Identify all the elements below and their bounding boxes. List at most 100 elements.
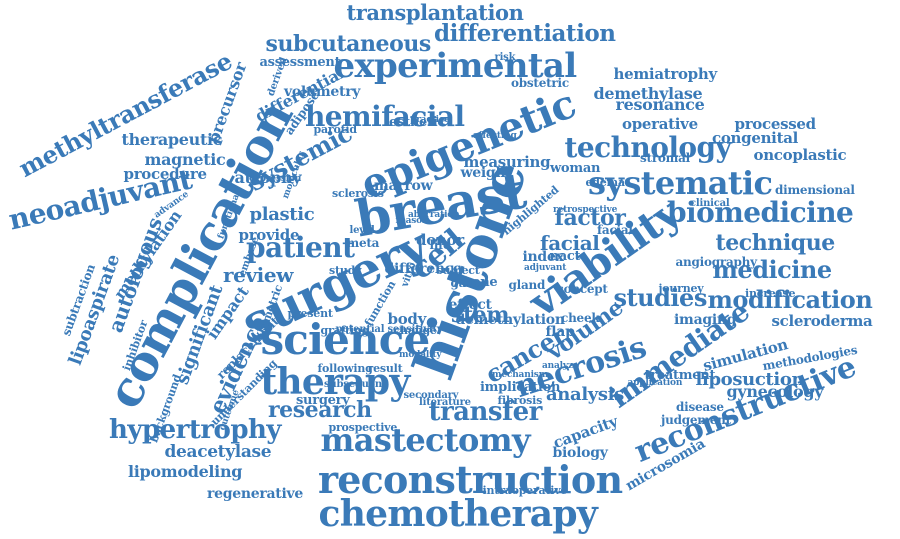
word: subcutaneous (265, 31, 432, 57)
word: systematic (588, 164, 773, 202)
word: lipomodeling (128, 462, 243, 481)
word: transplantation (346, 0, 524, 25)
word: subject (436, 263, 480, 277)
word: procedure (123, 164, 208, 183)
word: concept (556, 282, 608, 296)
word: change (393, 323, 437, 337)
word: dimensional (775, 183, 855, 197)
word: mechanism (492, 369, 549, 380)
word: stromal (640, 151, 690, 165)
word: difference (384, 261, 462, 277)
word: hypertrophy (109, 415, 281, 445)
word: sensitivity (387, 324, 443, 335)
word: factor (554, 205, 626, 231)
word: life (429, 238, 451, 252)
word: sclerosis (332, 186, 384, 200)
word: edema (585, 175, 626, 189)
word: cheek (561, 311, 600, 325)
word: disease (676, 400, 724, 414)
word: chemotherapy (318, 493, 598, 535)
word: level (349, 225, 375, 236)
word: gain (450, 276, 480, 290)
word: donor (416, 230, 464, 249)
word: potential (335, 324, 385, 335)
word: regenerative (207, 486, 303, 502)
word: analysis (546, 384, 624, 405)
word: congenital (712, 128, 799, 147)
word: analyze (542, 360, 579, 371)
word: clinical (690, 198, 730, 209)
word: effect (448, 297, 492, 313)
word: application (627, 377, 683, 388)
word: present (287, 306, 333, 320)
word: risk (494, 52, 516, 63)
word: gland (508, 278, 546, 292)
word: affecting (473, 130, 517, 141)
word: expression (249, 173, 302, 184)
word: weight (460, 165, 512, 181)
word: flap (545, 324, 575, 340)
word: angiography (675, 255, 758, 269)
word: scleroderma (771, 311, 873, 330)
word: literature (419, 397, 471, 408)
word: retrospective (553, 204, 618, 215)
word: practice (410, 114, 450, 125)
word: volumetry (284, 84, 361, 100)
word: biomedicine (667, 196, 854, 229)
word: demethylation (455, 312, 566, 328)
word: review (223, 263, 294, 287)
word: hemiatrophy (613, 64, 718, 83)
word: index (522, 249, 564, 265)
word: aberration (408, 209, 460, 220)
word: fibrosis (497, 393, 543, 407)
word: research (268, 397, 372, 423)
word: prospective (328, 420, 398, 434)
word: woman (550, 160, 601, 176)
word: facial (540, 231, 600, 255)
word: technology (564, 131, 732, 164)
word: judgement (661, 413, 731, 427)
word: technique (715, 230, 836, 256)
word: obstetric (511, 76, 569, 90)
word: adjuvant (524, 262, 567, 273)
word: nact (549, 248, 581, 264)
word: journey (658, 281, 704, 295)
word: treatment (644, 367, 716, 383)
word: reconstruction (318, 457, 623, 502)
word: operative (622, 114, 698, 133)
word: studies (613, 283, 708, 312)
word: demethylase (593, 84, 703, 103)
word: surgery (296, 392, 350, 408)
word: facial (597, 223, 633, 237)
word: liposuction (695, 369, 805, 390)
word: imaging (674, 312, 737, 328)
word: plastic (249, 204, 315, 225)
word: hemifacial (305, 100, 465, 133)
word: modification (707, 285, 873, 314)
word: grafting (320, 323, 370, 337)
word: modality (399, 349, 442, 360)
word: reason (395, 215, 429, 226)
word: implication (480, 379, 561, 395)
word: bone (463, 274, 498, 290)
word: transfer (428, 397, 543, 427)
word: patient (246, 231, 355, 264)
word: atrophy (234, 168, 302, 187)
word: processed (734, 114, 817, 133)
word: assessment (259, 54, 341, 70)
word: result (367, 361, 403, 375)
word: medicine (712, 255, 833, 284)
word: deacetylase (164, 441, 272, 462)
word: marrow (374, 178, 433, 194)
word: measuring (463, 152, 551, 171)
word: therapy (260, 361, 411, 403)
word: experimental (333, 46, 578, 86)
word: parotid (313, 122, 358, 136)
word: therapeutic (121, 130, 223, 149)
word: gynecology (726, 382, 824, 401)
word: meta (346, 236, 380, 250)
word: secondary (403, 390, 459, 401)
word: mastectomy (320, 421, 531, 459)
word: increase (745, 286, 796, 300)
